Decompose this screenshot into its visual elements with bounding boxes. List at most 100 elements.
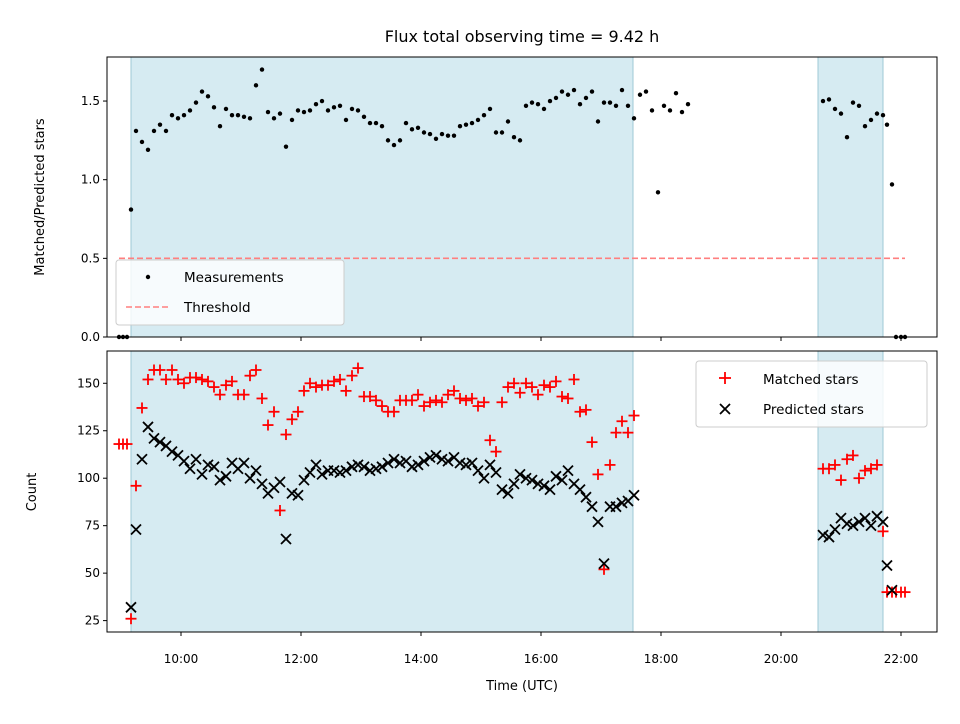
measurements-point bbox=[565, 92, 571, 97]
predicted-stars-point bbox=[184, 463, 196, 475]
measurements-point bbox=[205, 94, 211, 99]
measurements-point bbox=[427, 131, 433, 137]
matched-stars-point bbox=[472, 400, 484, 412]
matched-stars-point bbox=[622, 427, 634, 439]
measurements-point bbox=[535, 101, 541, 107]
matched-stars-point bbox=[208, 381, 220, 393]
measurements-point bbox=[145, 147, 151, 153]
predicted-stars-point bbox=[310, 459, 322, 471]
measurements-point bbox=[667, 108, 673, 113]
predicted-stars-point bbox=[538, 480, 550, 492]
matched-stars-point bbox=[364, 391, 376, 403]
predicted-stars-point bbox=[829, 523, 841, 536]
measurements-point bbox=[295, 108, 301, 113]
measurements-point bbox=[475, 117, 481, 123]
predicted-stars-point bbox=[244, 472, 256, 484]
matched-stars-point bbox=[526, 381, 538, 393]
measurements-point bbox=[826, 97, 832, 102]
matched-stars-point bbox=[592, 468, 604, 480]
matched-stars-point bbox=[442, 389, 454, 401]
predicted-stars-point bbox=[130, 523, 142, 536]
matched-stars-point bbox=[478, 396, 490, 408]
matched-stars-point bbox=[226, 375, 238, 387]
measurements-point bbox=[547, 98, 553, 104]
measurements-point bbox=[655, 190, 661, 195]
measurements-point bbox=[193, 100, 199, 105]
matched-stars-point bbox=[502, 381, 514, 393]
predicted-stars-point bbox=[502, 487, 514, 500]
matched-stars-point bbox=[298, 385, 310, 397]
matched-stars-point bbox=[352, 362, 364, 374]
measurements-point bbox=[301, 109, 307, 115]
matched-stars-point bbox=[556, 391, 568, 403]
measurements-point bbox=[289, 117, 295, 123]
matched-stars-point bbox=[346, 370, 358, 382]
predicted-stars-point bbox=[208, 461, 220, 473]
predicted-stars-point bbox=[886, 584, 898, 596]
matched-stars-point bbox=[262, 419, 274, 431]
x-tick-label: 16:00 bbox=[524, 652, 559, 666]
measurements-point bbox=[884, 122, 890, 127]
predicted-stars-point bbox=[484, 459, 496, 471]
measurements-point bbox=[481, 113, 487, 118]
measurements-point bbox=[889, 182, 895, 187]
predicted-stars-point bbox=[466, 457, 478, 469]
predicted-stars-point bbox=[418, 455, 430, 467]
predicted-stars-point bbox=[298, 474, 310, 486]
measurements-point bbox=[589, 89, 595, 94]
matched-stars-point bbox=[142, 373, 154, 385]
measurements-point bbox=[181, 113, 187, 118]
bottom-y-axis-label: Count bbox=[25, 473, 40, 512]
shaded-interval-1 bbox=[817, 56, 884, 338]
matched-stars-point bbox=[406, 394, 418, 406]
matched-stars-point bbox=[376, 400, 388, 412]
measurements-point bbox=[265, 109, 271, 115]
measurements-point bbox=[337, 103, 343, 108]
matched-stars-point bbox=[334, 373, 346, 385]
measurements-point bbox=[844, 135, 850, 140]
measurements-point bbox=[187, 108, 193, 113]
measurements-point bbox=[175, 116, 181, 121]
bottom-x-axis: 10:00 12:00 14:00 16:00 18:00 20:00 22:00 bbox=[164, 632, 918, 666]
measurements-point bbox=[832, 106, 838, 112]
predicted-stars-point bbox=[556, 474, 568, 486]
legend-measurements-label: Measurements bbox=[184, 270, 284, 286]
measurements-point bbox=[505, 119, 511, 124]
x-tick-label: 18:00 bbox=[644, 652, 679, 666]
predicted-stars-point bbox=[881, 559, 893, 572]
measurements-point bbox=[850, 100, 856, 105]
matched-stars-point bbox=[823, 463, 835, 475]
measurements-point bbox=[163, 128, 169, 134]
matched-stars-point bbox=[280, 429, 292, 441]
x-tick-label: 12:00 bbox=[284, 652, 319, 666]
matched-stars-point bbox=[610, 427, 622, 439]
predicted-stars-point bbox=[823, 531, 835, 543]
matched-stars-point bbox=[268, 406, 280, 418]
predicted-stars-point bbox=[214, 474, 226, 486]
matched-stars-point bbox=[190, 372, 202, 384]
measurements-point bbox=[571, 87, 577, 93]
matched-stars-point bbox=[166, 364, 178, 376]
matched-stars-point bbox=[250, 364, 262, 376]
measurements-point bbox=[325, 108, 331, 113]
matched-stars-point bbox=[871, 459, 883, 471]
measurements-point bbox=[595, 119, 601, 124]
measurements-point bbox=[379, 124, 385, 129]
measurements-point bbox=[211, 105, 217, 110]
legend-matched-marker bbox=[719, 372, 731, 384]
measurements-point bbox=[229, 113, 235, 118]
predicted-stars-point bbox=[472, 464, 484, 477]
matched-stars-point bbox=[460, 394, 472, 406]
measurements-point bbox=[619, 87, 625, 93]
matched-stars-point bbox=[568, 373, 580, 385]
predicted-stars-point bbox=[847, 520, 859, 532]
predicted-stars-point bbox=[142, 421, 154, 433]
predicted-stars-point bbox=[562, 464, 574, 477]
measurements-point bbox=[631, 116, 637, 121]
measurements-point bbox=[862, 124, 868, 129]
matched-stars-point bbox=[125, 613, 137, 625]
measurements-point bbox=[157, 122, 163, 127]
measurements-point bbox=[313, 101, 319, 107]
measurements-point bbox=[856, 103, 862, 108]
matched-stars-point bbox=[490, 446, 502, 458]
